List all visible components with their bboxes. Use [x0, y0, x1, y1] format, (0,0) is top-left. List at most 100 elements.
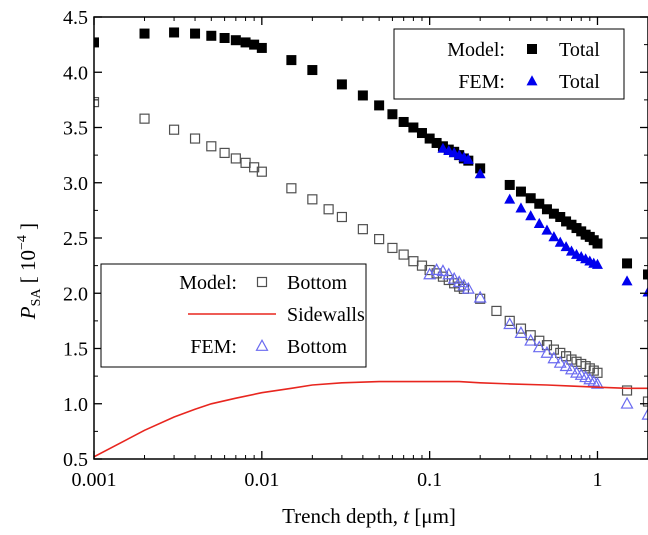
- data-point: [515, 202, 527, 213]
- y-tick-label: 3.0: [63, 173, 88, 195]
- data-point: [547, 351, 561, 364]
- data-point: [503, 317, 517, 330]
- data-point: [452, 275, 466, 288]
- data-point: [620, 396, 634, 409]
- data-point: [307, 194, 318, 205]
- series-fem-total: [437, 142, 648, 297]
- data-point: [206, 141, 217, 152]
- data-point: [189, 133, 201, 144]
- y-tick-label: 4.5: [63, 7, 88, 29]
- data-point: [416, 128, 427, 139]
- data-point: [515, 186, 526, 197]
- legend-marker: [256, 276, 268, 288]
- data-point: [541, 224, 553, 235]
- data-point: [643, 269, 648, 280]
- legend-lower-left: Model: Bottom Sidewalls FEM: Bottom: [100, 263, 367, 368]
- y-tick-label: 1.0: [63, 394, 88, 416]
- legend-entry-label: Sidewalls: [287, 304, 365, 326]
- legend-group-label: Model:: [179, 272, 237, 294]
- data-point: [424, 133, 435, 144]
- legend-box: [393, 28, 625, 100]
- data-point: [94, 37, 99, 48]
- data-point: [442, 267, 456, 280]
- data-point: [408, 122, 419, 133]
- data-point: [622, 258, 633, 269]
- data-point: [387, 109, 398, 120]
- legend-layer: Model: Total FEM: Total Model: Bottom Sidewall…: [100, 28, 625, 368]
- legend-entry-label: Bottom: [287, 272, 347, 294]
- data-point: [168, 124, 180, 135]
- data-point: [621, 385, 633, 396]
- x-tick-label: 0.001: [72, 469, 117, 491]
- ticks-layer: 0.001 0.01 0.1 1 0.5 1.0 1.5 2.0 2.5 3.0 3.5 4.0 4.5: [63, 7, 648, 491]
- data-point: [533, 217, 545, 228]
- legend-marker: [526, 75, 538, 86]
- data-point: [230, 35, 241, 46]
- y-tick-label: 1.5: [63, 339, 88, 361]
- data-point: [408, 256, 419, 267]
- legend-marker: [255, 338, 269, 351]
- data-point: [524, 333, 538, 346]
- data-point: [548, 344, 560, 355]
- data-point: [591, 258, 603, 269]
- y-tick-label: 3.5: [63, 118, 88, 140]
- data-point: [504, 179, 515, 190]
- data-point: [641, 407, 648, 420]
- data-point: [564, 362, 578, 375]
- data-point: [475, 293, 486, 304]
- data-point: [560, 241, 572, 252]
- x-axis-title: Trench depth, t [μm]: [282, 504, 456, 528]
- data-point: [139, 28, 150, 39]
- y-tick-label: 4.0: [63, 62, 88, 84]
- x-tick-label: 0.1: [417, 469, 442, 491]
- data-point: [240, 37, 251, 48]
- data-point: [286, 55, 297, 66]
- data-point: [592, 238, 603, 249]
- data-point: [190, 28, 201, 39]
- data-point: [398, 249, 409, 260]
- data-point: [559, 359, 573, 372]
- legend-box: [100, 263, 367, 368]
- data-point: [256, 166, 267, 177]
- data-point: [139, 113, 150, 124]
- series-model-sidewalls: [94, 380, 648, 458]
- data-point: [532, 340, 546, 353]
- data-point: [553, 355, 567, 368]
- data-point: [431, 137, 442, 148]
- data-point: [206, 30, 217, 41]
- data-point: [555, 212, 566, 223]
- legend-group-label: FEM:: [190, 336, 237, 358]
- data-point: [642, 396, 648, 407]
- y-axis-title: PSA [ 10−4 ]: [15, 223, 44, 320]
- data-point: [240, 157, 251, 168]
- data-point: [437, 271, 449, 282]
- data-point: [387, 242, 398, 254]
- data-point: [249, 39, 260, 50]
- data-point: [491, 305, 502, 317]
- legend-group-label: FEM:: [458, 71, 505, 93]
- data-point: [541, 204, 552, 215]
- legend-top-right: Model: Total FEM: Total: [393, 28, 625, 100]
- data-point: [621, 275, 633, 286]
- data-point: [447, 271, 461, 284]
- data-point: [423, 267, 437, 280]
- data-point: [357, 224, 368, 235]
- data-point: [323, 204, 334, 215]
- data-point: [437, 142, 449, 153]
- y-tick-label: 2.0: [63, 283, 88, 305]
- data-point: [374, 100, 385, 111]
- data-point: [515, 323, 527, 334]
- data-point: [540, 345, 554, 358]
- data-point: [504, 193, 516, 204]
- data-point: [525, 330, 536, 341]
- data-point: [462, 153, 474, 164]
- legend-group-label: Model:: [447, 39, 505, 61]
- data-point: [374, 234, 385, 245]
- data-point: [286, 183, 297, 194]
- series-fem-bottom: [423, 263, 648, 420]
- x-tick-label: 1: [592, 469, 602, 491]
- data-point: [307, 65, 318, 76]
- data-point: [398, 116, 409, 127]
- data-point: [590, 376, 604, 389]
